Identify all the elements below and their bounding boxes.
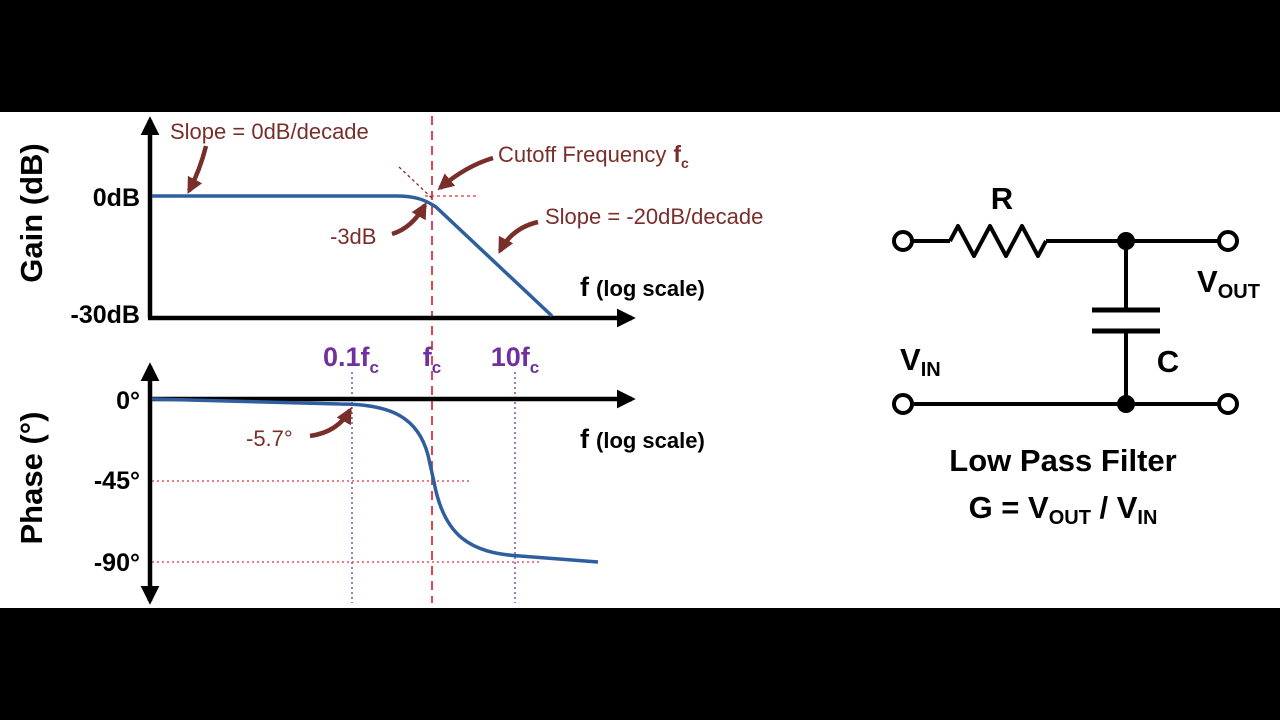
gain-curve <box>152 194 554 318</box>
phase-plot: Phase (°) 0° -45° -90° f (log scale) -5.7… <box>14 362 705 605</box>
slope-rolloff-arrow <box>498 219 539 254</box>
cutoff-arrow <box>437 155 494 191</box>
slope-flat-label: Slope = 0dB/decade <box>170 119 369 144</box>
minus3db-arrow <box>391 202 427 237</box>
terminal-input-bottom <box>892 393 914 415</box>
resistor-symbol <box>948 224 1048 258</box>
resistor-label: R <box>991 181 1013 216</box>
minus5.7-label: -5.7° <box>246 426 293 451</box>
gain-axis-label: Gain (dB) <box>14 143 49 283</box>
junction-bottom <box>1117 395 1135 413</box>
gain-tick-minus30db: -30dB <box>71 301 140 329</box>
terminal-output-top <box>1217 230 1239 252</box>
phase-tick-0: 0° <box>116 387 140 415</box>
vout-label: VOUT <box>1197 264 1260 303</box>
asymptote-guide <box>398 166 434 200</box>
gain-plot: Gain (dB) 0dB -30dB f (log scale) Slope =… <box>14 116 763 603</box>
rc-circuit: R C VIN VOUT Low Pass Filter G = VOUT / … <box>892 181 1260 529</box>
minus3db-label: -3dB <box>330 224 376 249</box>
slope-rolloff-label: Slope = -20dB/decade <box>545 204 763 229</box>
phase-axis-label: Phase (°) <box>14 412 49 545</box>
terminal-input-top <box>892 230 914 252</box>
freq-label-10fc: 10fc <box>491 342 540 377</box>
freq-label-fc: fc <box>423 342 441 377</box>
terminal-output-bottom <box>1217 393 1239 415</box>
cutoff-frequency-label: Cutoff Frequency fc <box>498 141 689 171</box>
phase-x-label: f (log scale) <box>580 424 705 454</box>
phase-curve <box>151 397 599 564</box>
frequency-labels: 0.1fc fc 10fc <box>323 342 539 377</box>
phase-tick-minus90: -90° <box>94 549 140 577</box>
vin-label: VIN <box>900 342 941 381</box>
filter-title: Low Pass Filter <box>949 443 1176 478</box>
junction-top <box>1117 232 1135 250</box>
gain-tick-0db: 0dB <box>93 184 140 212</box>
gain-x-label: f (log scale) <box>580 272 705 302</box>
filter-formula: G = VOUT / VIN <box>969 490 1158 529</box>
phase-tick-minus45: -45° <box>94 467 140 495</box>
minus5.7-arrow <box>309 407 352 439</box>
slope-flat-arrow <box>187 145 209 194</box>
freq-label-0.1fc: 0.1fc <box>323 342 379 377</box>
capacitor-label: C <box>1157 344 1179 379</box>
